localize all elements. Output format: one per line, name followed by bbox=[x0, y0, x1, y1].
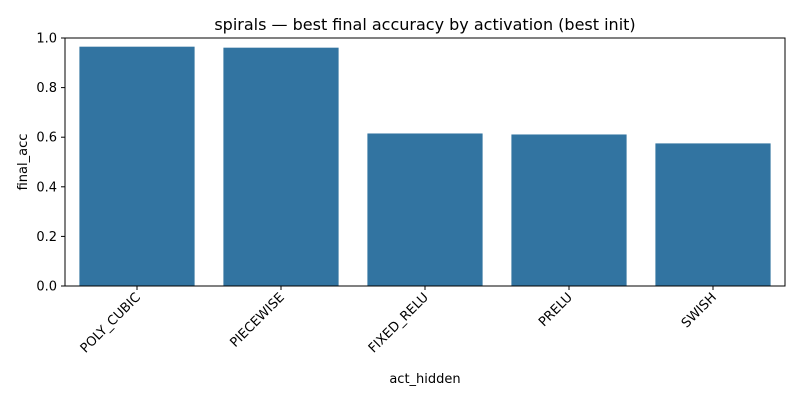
y-tick-label: 0.2 bbox=[36, 230, 57, 245]
y-tick-label: 1.0 bbox=[36, 32, 57, 47]
y-axis: 0.0 0.2 0.4 0.6 0.8 1.0 bbox=[36, 32, 65, 295]
bar-swish bbox=[655, 143, 771, 286]
y-tick-label: 0.4 bbox=[36, 180, 57, 195]
y-axis-label: final_acc bbox=[16, 134, 31, 191]
x-axis-label: act_hidden bbox=[389, 372, 460, 387]
x-tick-label: PIECEWISE bbox=[227, 290, 287, 350]
x-tick-label: FIXED_RELU bbox=[366, 290, 432, 356]
bar-piecewise bbox=[223, 47, 339, 287]
bars-group bbox=[79, 46, 771, 287]
bar-prelu bbox=[511, 134, 627, 286]
bar-poly-cubic bbox=[79, 46, 195, 287]
x-tick-label: POLY_CUBIC bbox=[78, 290, 144, 356]
bar-fixed-relu bbox=[367, 133, 483, 286]
x-tick-label: SWISH bbox=[679, 290, 720, 331]
plot-frame bbox=[64, 37, 786, 287]
chart-title: spirals — best final accuracy by activat… bbox=[214, 15, 635, 34]
y-tick-label: 0.0 bbox=[36, 280, 57, 295]
y-tick-label: 0.8 bbox=[36, 81, 57, 96]
y-tick-label: 0.6 bbox=[36, 131, 57, 146]
x-axis: POLY_CUBIC PIECEWISE FIXED_RELU PRELU SWISH bbox=[78, 286, 720, 356]
x-tick-label: PRELU bbox=[536, 290, 576, 330]
